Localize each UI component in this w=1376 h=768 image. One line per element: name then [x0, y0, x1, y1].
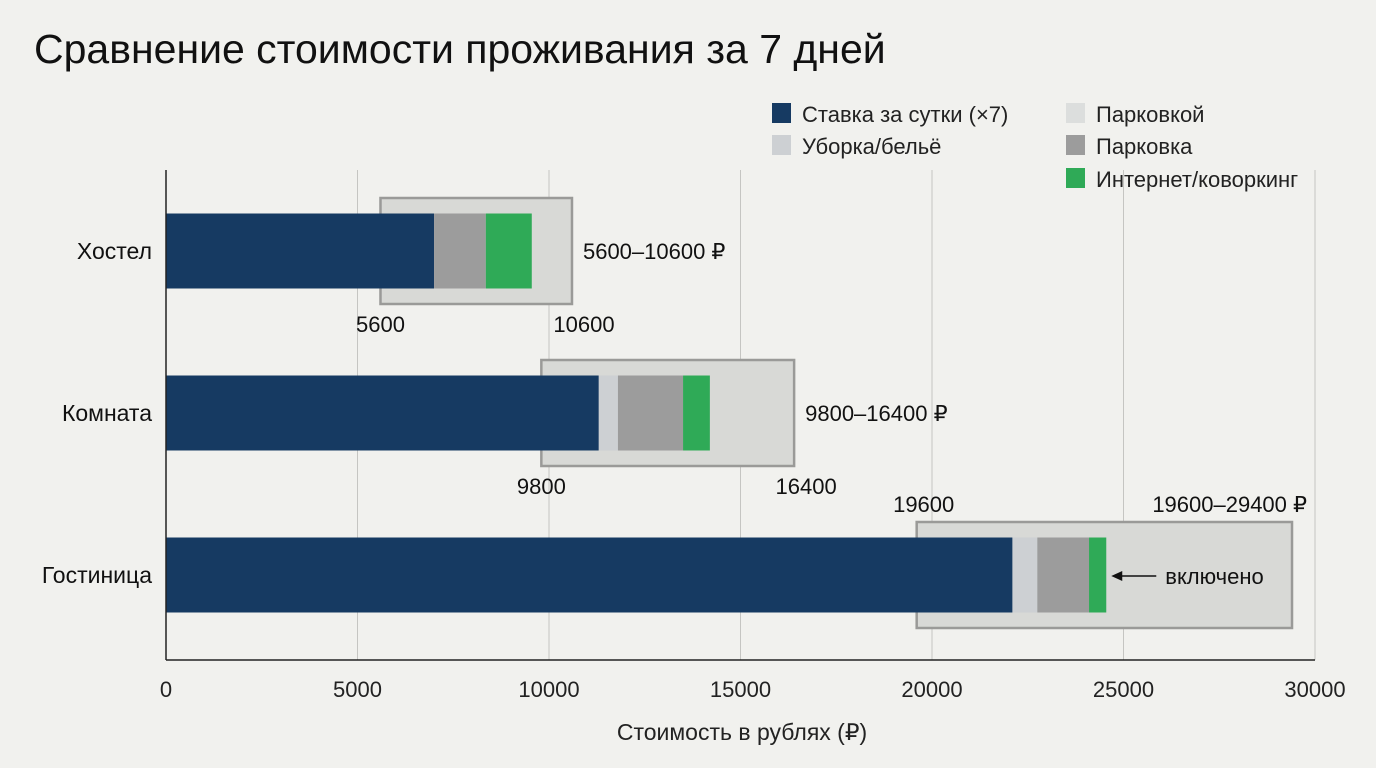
legend-label-3: Парковка: [1096, 134, 1193, 159]
x-tick-label-0: 0: [160, 677, 172, 702]
legend-swatch-2: [1066, 103, 1085, 123]
bar-segment-1-4: [683, 375, 710, 451]
range-label-1: 9800–16400 ₽: [805, 401, 947, 426]
legend-swatch-3: [1066, 135, 1085, 155]
bar-segment-2-3: [1037, 537, 1090, 613]
bar-segment-1-0: [166, 375, 599, 451]
legend-label-4: Интернет/коворкинг: [1096, 167, 1298, 192]
axis-layer: 0 5000 10000 15000 20000 25000 30000: [160, 170, 1346, 702]
range-label-0: 5600–10600 ₽: [583, 239, 725, 264]
legend-label-2: Парковкой: [1096, 102, 1204, 127]
legend-swatch-0: [772, 103, 791, 123]
x-tick-label-20000: 20000: [901, 677, 962, 702]
legend-label-1: Уборка/бельё: [802, 134, 941, 159]
category-label-0: Хостел: [77, 238, 152, 264]
x-tick-label-5000: 5000: [333, 677, 382, 702]
range-max-label-0: 10600: [553, 312, 614, 337]
label-layer: 5600–10600 ₽ 5600 10600 9800–16400 ₽ 9800 164…: [42, 238, 1307, 589]
annotation-text-0: включено: [1165, 564, 1264, 589]
legend-layer: Ставка за сутки (×7) Уборка/бельё Парковко…: [772, 102, 1298, 192]
bar-segment-1-3: [617, 375, 684, 451]
x-tick-label-30000: 30000: [1284, 677, 1345, 702]
annotation-arrow-head-0: [1111, 571, 1123, 581]
range-max-label-1: 16400: [776, 474, 837, 499]
category-label-2: Гостиница: [42, 562, 152, 588]
range-min-label-1: 9800: [517, 474, 566, 499]
bar-segment-0-3: [434, 213, 486, 289]
range-min-label-0: 5600: [356, 312, 405, 337]
legend-swatch-4: [1066, 168, 1085, 188]
category-label-1: Комната: [62, 400, 152, 426]
x-tick-label-25000: 25000: [1093, 677, 1154, 702]
legend-label-0: Ставка за сутки (×7): [802, 102, 1008, 127]
bar-segment-2-4: [1089, 537, 1107, 613]
bar-segment-2-1: [1012, 537, 1038, 613]
bar-segment-0-0: [166, 213, 435, 289]
x-tick-label-15000: 15000: [710, 677, 771, 702]
bar-segment-0-4: [485, 213, 532, 289]
bar-layer: [166, 213, 1107, 613]
chart-title: Сравнение стоимости проживания за 7 дней: [34, 26, 886, 72]
range-min-label-2: 19600: [893, 492, 954, 517]
bar-segment-2-0: [166, 537, 1013, 613]
range-label-2: 19600–29400 ₽: [1152, 492, 1307, 517]
x-tick-label-10000: 10000: [518, 677, 579, 702]
x-axis-label: Стоимость в рублях (₽): [617, 719, 867, 745]
legend-swatch-1: [772, 135, 791, 155]
bar-segment-1-1: [598, 375, 618, 451]
